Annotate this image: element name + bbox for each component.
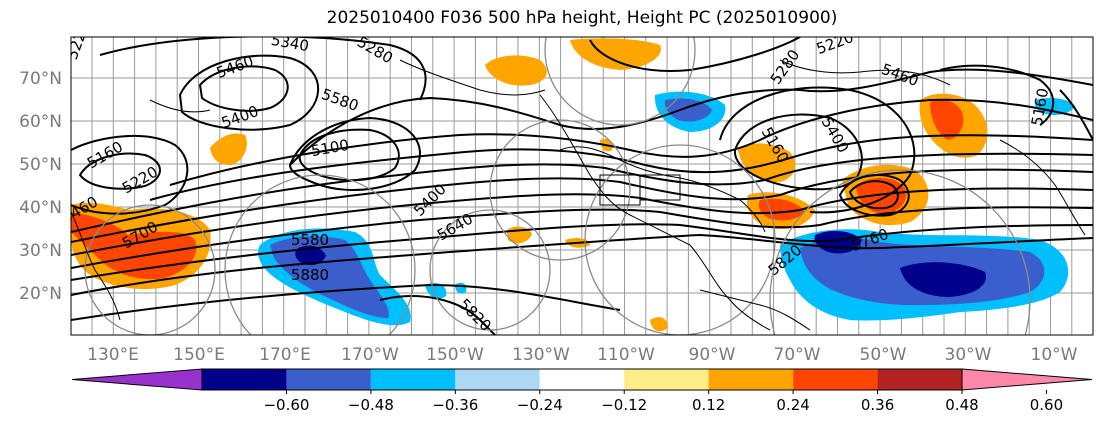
colorbar-extend-low xyxy=(71,368,203,391)
contour-line xyxy=(178,54,320,131)
positive-anomaly-arctic xyxy=(570,38,661,70)
latitude-axis: 70°N 60°N 50°N 40°N 30°N 20°N xyxy=(19,69,62,304)
colorbar-segment xyxy=(286,369,371,390)
strong-positive-us-east xyxy=(758,198,805,221)
longitude-tick-label: 30°W xyxy=(945,345,992,365)
latitude-tick-label: 30°N xyxy=(19,241,62,261)
contour-line xyxy=(838,174,910,217)
negative-anomaly-iceland xyxy=(1034,98,1075,115)
longitude-tick-label: 170°E xyxy=(259,345,311,365)
longitude-tick-label: 70°W xyxy=(774,345,821,365)
colorbar-extend-high xyxy=(961,368,1093,391)
strong-positive-west-pacific xyxy=(71,212,197,280)
colorbar-segment xyxy=(877,369,962,390)
colorbar-segment xyxy=(624,369,709,390)
colorbar-segment xyxy=(202,369,287,390)
contour-line xyxy=(169,98,1093,186)
colorbar-tick-label: −0.48 xyxy=(348,396,394,414)
contour-line xyxy=(71,187,1093,256)
contour-line xyxy=(71,233,1093,296)
latitude-tick-label: 70°N xyxy=(19,69,62,89)
contour-label: 5880 xyxy=(291,266,329,284)
colorbar-segment xyxy=(370,369,456,390)
colorbar-tick-label: 0.60 xyxy=(1030,396,1063,414)
longitude-tick-label: 90°W xyxy=(689,345,736,365)
latitude-tick-label: 40°N xyxy=(19,198,62,218)
positive-anomaly-bering xyxy=(210,133,247,166)
contour-line xyxy=(589,37,801,72)
contour-line xyxy=(99,37,427,101)
negative-mid-canada xyxy=(664,98,712,122)
strong-negative-atlantic-east xyxy=(900,262,986,297)
latitude-tick-label: 60°N xyxy=(19,112,62,132)
positive-anomaly-labrador xyxy=(738,143,796,183)
colorbar-segment xyxy=(708,369,794,390)
colorbar-segment xyxy=(455,369,540,390)
contour-line xyxy=(288,116,421,191)
contour-line xyxy=(719,86,916,214)
contour-line xyxy=(1059,89,1093,141)
ensemble-circles xyxy=(84,37,1031,335)
contour-line xyxy=(71,283,621,321)
contour-line xyxy=(939,64,1055,126)
colorbar-segment xyxy=(793,369,878,390)
contour-line xyxy=(78,152,161,190)
map-title: 2025010400 F036 500 hPa height, Height P… xyxy=(326,8,838,28)
colorbar-tick-label: 0.12 xyxy=(692,396,725,414)
positive-anomaly-alaska xyxy=(485,55,547,86)
latitude-tick-label: 20°N xyxy=(19,284,62,304)
contour-line xyxy=(733,113,863,191)
contour-line xyxy=(198,65,289,112)
longitude-tick-label: 110°W xyxy=(597,345,655,365)
strong-positive-greenland xyxy=(930,99,964,140)
coastlines xyxy=(71,59,1086,331)
height-contours xyxy=(71,37,1093,335)
longitude-tick-label: 130°W xyxy=(512,345,570,365)
negative-anomaly-hawaii xyxy=(425,283,447,299)
contour-line xyxy=(71,206,1093,269)
colorbar-tick-label: 0.48 xyxy=(945,396,978,414)
colorbar-tick-label: −0.12 xyxy=(601,396,647,414)
colorbar-segment xyxy=(539,369,625,390)
colorbar-tick-label: −0.60 xyxy=(263,396,309,414)
longitude-tick-label: 150°E xyxy=(173,345,225,365)
colorbar-tick-label: −0.24 xyxy=(517,396,563,414)
graticule xyxy=(71,37,1093,335)
colorbar: −0.60 −0.48 −0.36 −0.24 −0.12 0.12 0.24 0.36 0.4… xyxy=(71,368,1093,414)
longitude-tick-label: 50°W xyxy=(860,345,907,365)
contour-line xyxy=(71,152,1093,233)
colorbar-tick-label: −0.36 xyxy=(432,396,478,414)
contour-line xyxy=(149,134,1093,201)
longitude-tick-label: 150°W xyxy=(426,345,484,365)
strong-negative-central-pacific xyxy=(295,245,326,266)
longitude-axis: 130°E 150°E 170°E 170°W 150°W 130°W 110°W 90°W 7… xyxy=(87,345,1078,365)
longitude-tick-label: 170°W xyxy=(341,345,399,365)
colorbar-tick-label: 0.24 xyxy=(776,396,809,414)
latitude-tick-label: 50°N xyxy=(19,155,62,175)
contour-line xyxy=(379,295,496,335)
colorbar-tick-label: 0.36 xyxy=(861,396,894,414)
contour-line xyxy=(71,223,1093,281)
contour-label: 5580 xyxy=(291,231,329,249)
positive-anomaly-caribbean xyxy=(650,317,668,332)
longitude-tick-label: 10°W xyxy=(1031,345,1078,365)
contour-line xyxy=(289,68,1093,166)
contour-line xyxy=(298,128,400,182)
longitude-tick-label: 130°E xyxy=(87,345,139,365)
contour-line xyxy=(848,180,899,210)
map-frame xyxy=(70,36,1094,336)
contour-line xyxy=(71,135,189,215)
